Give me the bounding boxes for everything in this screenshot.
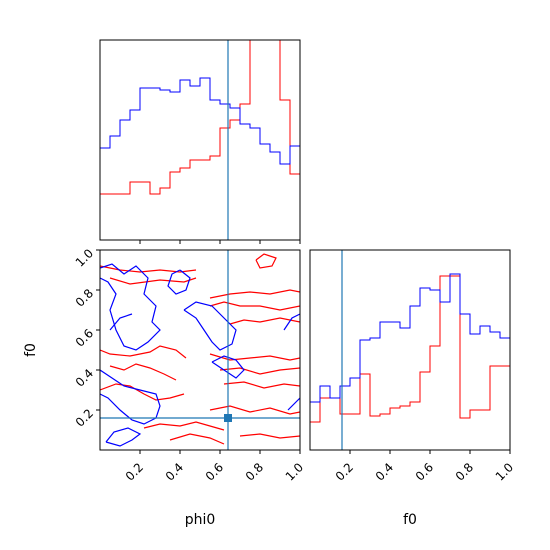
contour-red-5 <box>143 421 225 431</box>
contour-red-3 <box>109 363 177 381</box>
contour-ytick-label: 1.0 <box>73 246 96 269</box>
contour-blue-7 <box>287 397 300 411</box>
contour-ytick-label: 0.8 <box>73 286 96 309</box>
contour-red-8 <box>209 301 300 311</box>
contour-blue-3 <box>167 269 191 295</box>
f0-histogram-ticks: 0.2 0.4 0.6 0.8 1.0 <box>333 450 516 484</box>
contour-red-6 <box>169 433 225 445</box>
contour-red-7 <box>209 289 300 299</box>
contour-red-13 <box>209 405 300 415</box>
contour-blue-6 <box>283 313 300 331</box>
contour-blue-0 <box>100 263 161 351</box>
contour-red-10 <box>209 353 300 361</box>
y-axis-label-f0: f0 <box>23 343 39 357</box>
f0-histogram-blue-series <box>310 273 510 403</box>
contour-blue-4 <box>183 301 237 351</box>
contour-xtick-label: 1.0 <box>283 460 306 483</box>
f0-histogram-xtick-label: 0.6 <box>413 460 436 483</box>
contour-red-2 <box>100 345 187 359</box>
f0-histogram-xtick-label: 0.2 <box>333 460 356 483</box>
contour-red-12 <box>223 381 300 389</box>
f0-histogram-panel <box>310 250 510 450</box>
contour-blue-5 <box>211 355 245 379</box>
contour-blue-1 <box>100 369 161 425</box>
contour-truth-marker <box>224 414 232 422</box>
phi0-histogram-blue-series <box>100 77 300 165</box>
x-axis-label-f0: f0 <box>403 512 417 528</box>
x-axis-label-phi0: phi0 <box>185 512 216 528</box>
contour-red-9 <box>229 317 300 325</box>
contour-frame <box>99 249 301 451</box>
contour-blue-2 <box>105 427 142 447</box>
f0-histogram-red-series <box>310 275 510 423</box>
contour-red-4 <box>100 383 185 401</box>
contour-xtick-label: 0.8 <box>243 460 266 483</box>
f0-histogram-xtick-label: 0.4 <box>373 460 396 483</box>
contour-blue-8 <box>109 313 133 331</box>
contour-ytick-label: 0.6 <box>73 326 96 349</box>
contour-red-14 <box>239 433 300 439</box>
contour-xtick-label: 0.2 <box>123 460 146 483</box>
contour-xtick-label: 0.4 <box>163 460 186 483</box>
phi0-histogram-ticks <box>139 240 301 244</box>
contour-red-11 <box>219 367 300 375</box>
contour-ytick-label: 0.4 <box>73 366 96 389</box>
phi0-histogram-red-series <box>100 40 300 195</box>
contour-panel <box>100 250 300 450</box>
contour-ytick-label: 0.2 <box>73 406 96 429</box>
contour-red-1 <box>109 277 197 285</box>
phi0-histogram-frame <box>99 39 301 241</box>
f0-histogram-xtick-label: 1.0 <box>493 460 516 483</box>
contour-xtick-label: 0.6 <box>203 460 226 483</box>
contour-red-15 <box>255 253 277 269</box>
f0-histogram-xtick-label: 0.8 <box>453 460 476 483</box>
phi0-histogram-panel <box>100 40 300 240</box>
f0-histogram-frame <box>309 249 511 451</box>
